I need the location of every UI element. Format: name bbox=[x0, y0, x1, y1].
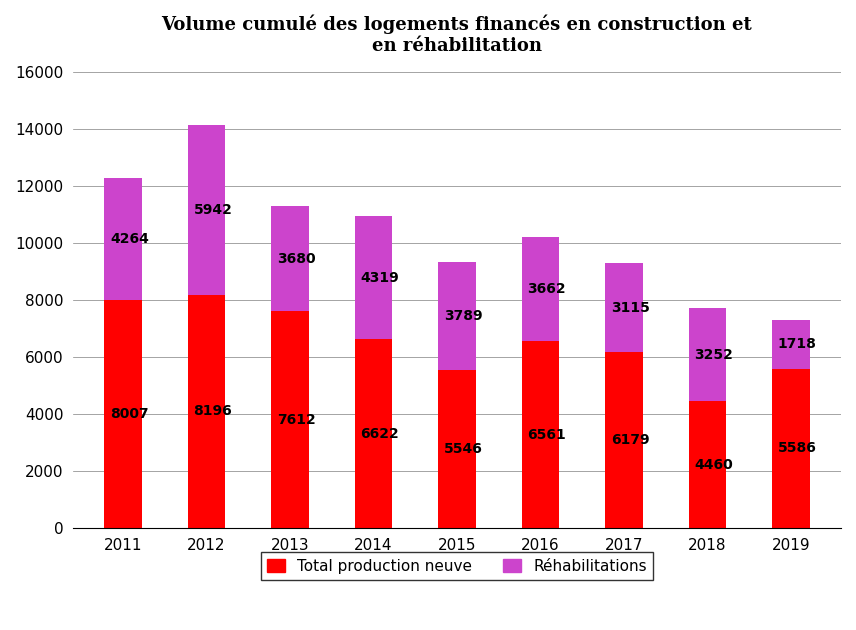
Text: 8196: 8196 bbox=[193, 404, 232, 418]
Bar bbox=[104, 178, 142, 300]
Bar bbox=[271, 311, 309, 528]
Bar bbox=[271, 206, 309, 311]
Bar bbox=[688, 401, 726, 528]
Bar bbox=[354, 216, 392, 340]
Bar bbox=[438, 370, 476, 528]
Text: 1718: 1718 bbox=[778, 338, 817, 352]
Bar bbox=[521, 237, 559, 341]
Text: 3252: 3252 bbox=[694, 348, 733, 362]
Title: Volume cumulé des logements financés en construction et
en réhabilitation: Volume cumulé des logements financés en … bbox=[162, 15, 752, 55]
Text: 3662: 3662 bbox=[527, 282, 566, 296]
Bar bbox=[605, 263, 643, 352]
Text: 6622: 6622 bbox=[360, 427, 399, 441]
Text: 3115: 3115 bbox=[611, 301, 650, 314]
Bar bbox=[772, 369, 810, 528]
Text: 6561: 6561 bbox=[527, 428, 566, 442]
Bar bbox=[688, 308, 726, 401]
Text: 8007: 8007 bbox=[110, 407, 149, 421]
Text: 3680: 3680 bbox=[276, 252, 316, 266]
Text: 5586: 5586 bbox=[778, 442, 817, 455]
Text: 5546: 5546 bbox=[444, 442, 483, 456]
Text: 6179: 6179 bbox=[611, 433, 650, 447]
Bar bbox=[772, 320, 810, 369]
Legend: Total production neuve, Réhabilitations: Total production neuve, Réhabilitations bbox=[261, 553, 653, 580]
Text: 4460: 4460 bbox=[694, 457, 733, 471]
Text: 7612: 7612 bbox=[276, 413, 316, 427]
Bar bbox=[521, 341, 559, 528]
Text: 4264: 4264 bbox=[110, 232, 149, 246]
Text: 4319: 4319 bbox=[360, 271, 399, 285]
Bar bbox=[354, 340, 392, 528]
Text: 3789: 3789 bbox=[444, 309, 483, 323]
Bar bbox=[187, 294, 225, 528]
Bar bbox=[605, 352, 643, 528]
Text: 5942: 5942 bbox=[193, 203, 232, 217]
Bar bbox=[104, 300, 142, 528]
Bar bbox=[438, 262, 476, 370]
Bar bbox=[187, 125, 225, 294]
